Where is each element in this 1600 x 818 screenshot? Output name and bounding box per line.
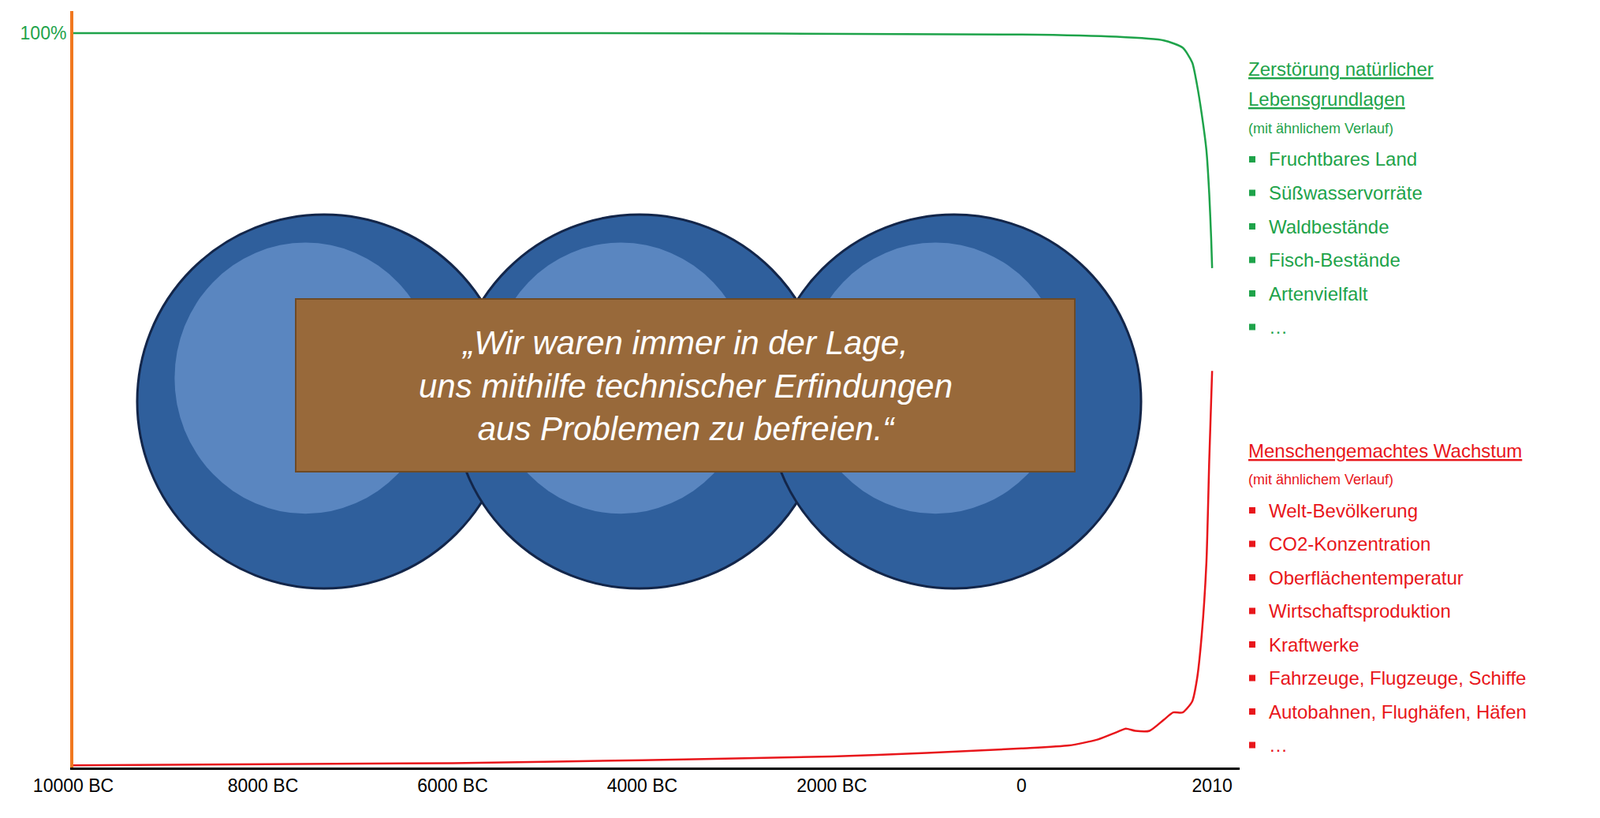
svg-text:Lebensgrundlagen: Lebensgrundlagen xyxy=(1248,88,1406,110)
svg-text:Welt-Bevölkerung: Welt-Bevölkerung xyxy=(1268,499,1418,522)
svg-text:10000 BC: 10000 BC xyxy=(33,775,114,796)
svg-text:Waldbestände: Waldbestände xyxy=(1268,216,1390,238)
svg-text:Oberflächentemperatur: Oberflächentemperatur xyxy=(1268,566,1464,589)
svg-text:(mit ähnlichem Verlauf): (mit ähnlichem Verlauf) xyxy=(1248,471,1394,488)
svg-text:4000 BC: 4000 BC xyxy=(607,775,679,796)
svg-text:Süßwasservorräte: Süßwasservorräte xyxy=(1268,182,1423,204)
svg-text:2000 BC: 2000 BC xyxy=(796,775,868,796)
svg-text:Kraftwerke: Kraftwerke xyxy=(1268,634,1360,656)
svg-text:2010: 2010 xyxy=(1192,775,1233,796)
svg-text:Fahrzeuge, Flugzeuge, Schiffe: Fahrzeuge, Flugzeuge, Schiffe xyxy=(1268,667,1526,689)
svg-text:8000 BC: 8000 BC xyxy=(227,775,299,796)
svg-text:„Wir waren immer in der Lage,u: „Wir waren immer in der Lage,uns mithilf… xyxy=(418,324,953,448)
svg-text:6000 BC: 6000 BC xyxy=(417,775,489,796)
svg-text:CO2-Konzentration: CO2-Konzentration xyxy=(1268,533,1431,555)
svg-text:0: 0 xyxy=(1016,775,1027,796)
svg-text:Artenvielfalt: Artenvielfalt xyxy=(1268,283,1369,305)
svg-text:Autobahnen, Flughäfen, Häfen: Autobahnen, Flughäfen, Häfen xyxy=(1268,701,1527,723)
svg-text:100%: 100% xyxy=(20,22,68,44)
svg-text:Menschengemachtes Wachstum: Menschengemachtes Wachstum xyxy=(1248,440,1522,462)
svg-text:(mit ähnlichem Verlauf): (mit ähnlichem Verlauf) xyxy=(1248,120,1394,137)
svg-text:Zerstörung natürlicher: Zerstörung natürlicher xyxy=(1248,58,1434,80)
svg-text:…: … xyxy=(1268,734,1288,756)
svg-text:Wirtschaftsproduktion: Wirtschaftsproduktion xyxy=(1268,600,1451,622)
svg-text:Fisch-Bestände: Fisch-Bestände xyxy=(1268,249,1401,271)
svg-text:…: … xyxy=(1268,316,1288,338)
svg-text:Fruchtbares Land: Fruchtbares Land xyxy=(1268,148,1418,170)
